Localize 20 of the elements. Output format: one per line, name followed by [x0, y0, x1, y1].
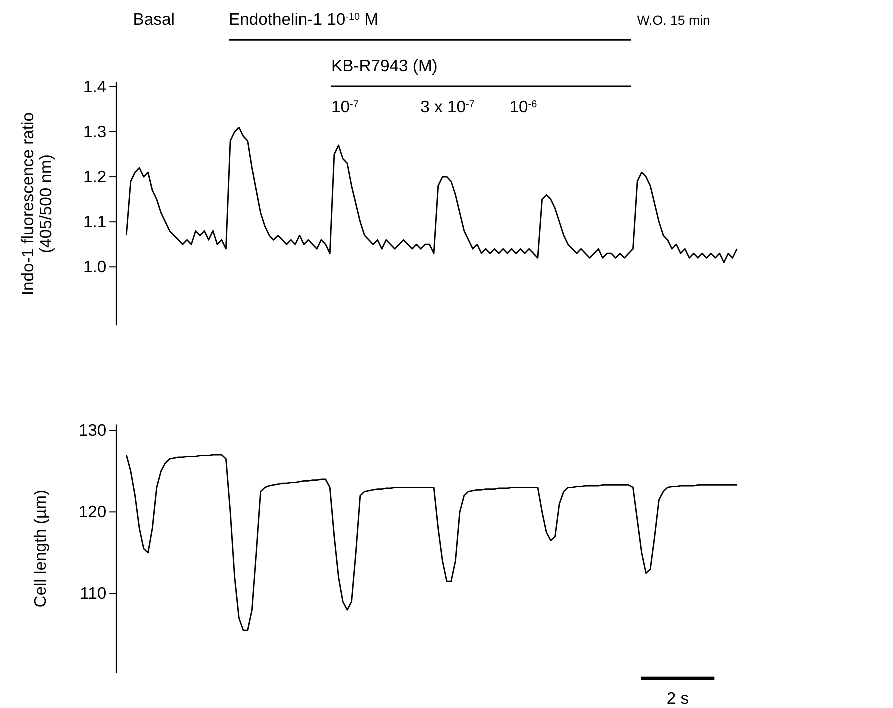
text: Endothelin-1 10$^{-10}$ M [229, 10, 379, 29]
y-axis-title: Indo-1 fluorescence ratio (405/500 nm) [18, 112, 56, 296]
y-tick-label: 1.3 [83, 122, 107, 142]
text: KB-R7943 (M) [332, 56, 438, 76]
y-axis-title: Cell length (µm) [30, 490, 50, 608]
annotation: 10$^{-6}$ [510, 97, 538, 116]
annotation: 10$^{-7}$ [332, 97, 360, 116]
y-tick-label: 1.4 [83, 77, 107, 96]
y-tick-label: 110 [80, 584, 107, 604]
text: Basal [133, 10, 175, 29]
y-tick-label: 1.1 [83, 212, 107, 232]
annotation: 3 x 10$^{-7}$ [420, 97, 476, 116]
text: 2 s [666, 688, 690, 708]
line-series [126, 454, 738, 632]
y-tick-label: 1.0 [83, 257, 107, 276]
y-tick-label: 130 [78, 420, 107, 440]
line-series [126, 126, 738, 264]
text: W.O. 15 min [637, 12, 710, 28]
y-tick-label: 1.2 [83, 167, 107, 186]
y-tick-label: 120 [78, 502, 107, 522]
